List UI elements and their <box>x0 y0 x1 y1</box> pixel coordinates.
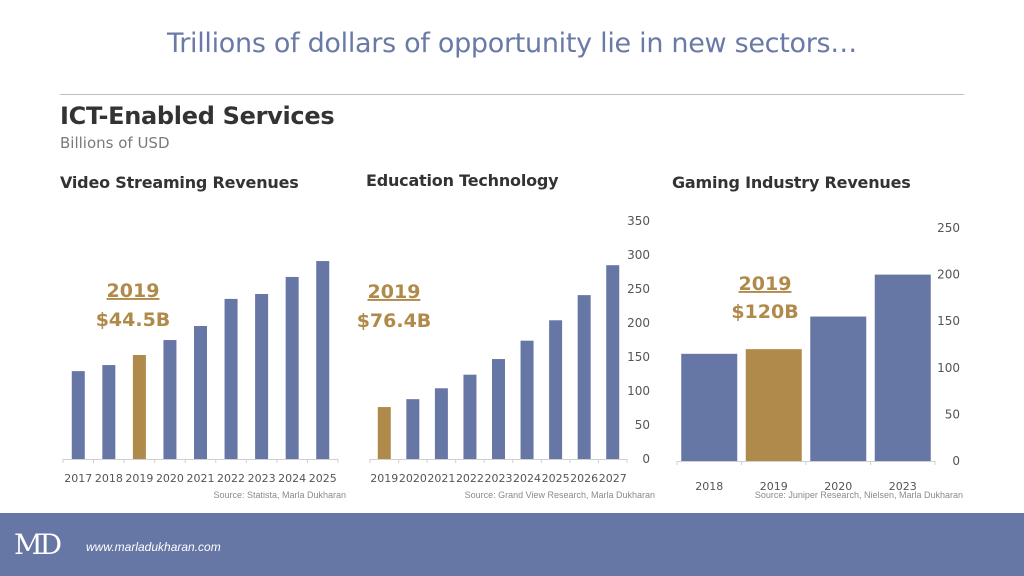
bar-3-2023 <box>874 274 931 461</box>
y-tick-label-50: 50 <box>635 418 650 432</box>
bar-1-2020 <box>163 340 177 459</box>
x-tick-label-2023: 2023 <box>889 480 917 493</box>
y-tick-label-50: 50 <box>945 407 960 421</box>
bar-2-2020 <box>406 399 420 459</box>
bar-1-2023 <box>255 294 269 459</box>
source-note-chart-2: Source: Grand View Research, Marla Dukha… <box>465 490 655 500</box>
chart-title-gaming-industry: Gaming Industry Revenues <box>672 173 911 192</box>
x-tick-label-2020: 2020 <box>399 472 427 485</box>
bar-2-2021 <box>434 388 448 459</box>
annotation-value-chart-2: $76.4B <box>357 310 432 332</box>
x-tick-label-2020: 2020 <box>824 480 852 493</box>
y-tick-label-300: 300 <box>627 248 650 262</box>
x-tick-label-2022: 2022 <box>217 472 245 485</box>
x-tick-label-2018: 2018 <box>95 472 123 485</box>
annotation-year-chart-2: 2019 <box>368 281 421 303</box>
bar-2-2027 <box>606 265 620 459</box>
x-tick-label-2026: 2026 <box>570 472 598 485</box>
title-divider <box>60 94 964 95</box>
bar-2-2023 <box>492 359 505 459</box>
y-tick-label-150: 150 <box>937 314 960 328</box>
annotation-year-chart-1: 2019 <box>107 280 160 302</box>
x-tick-label-2024: 2024 <box>278 472 306 485</box>
bar-1-2025 <box>316 261 330 459</box>
y-tick-label-350: 350 <box>627 214 650 228</box>
y-tick-label-100: 100 <box>937 361 960 375</box>
x-tick-label-2019: 2019 <box>760 480 788 493</box>
bar-1-2018 <box>102 365 116 459</box>
x-tick-label-2023: 2023 <box>485 472 513 485</box>
x-tick-label-2027: 2027 <box>599 472 627 485</box>
bar-2-2019 <box>377 407 391 459</box>
x-tick-label-2025: 2025 <box>542 472 570 485</box>
bar-1-2024 <box>285 276 299 459</box>
x-tick-label-2020: 2020 <box>156 472 184 485</box>
x-tick-label-2025: 2025 <box>309 472 337 485</box>
bar-1-2021 <box>194 326 207 459</box>
footer-bar <box>0 513 1024 576</box>
x-tick-label-2024: 2024 <box>513 472 541 485</box>
bar-2-2024 <box>520 340 534 459</box>
bar-1-2019 <box>132 355 146 459</box>
y-tick-label-150: 150 <box>627 350 650 364</box>
bar-2-2022 <box>463 374 477 459</box>
section-title: ICT-Enabled Services <box>60 102 335 130</box>
y-tick-label-0: 0 <box>642 452 650 466</box>
bar-2-2026 <box>577 295 591 459</box>
bar-1-2017 <box>71 371 85 459</box>
md-logo: MD <box>14 528 62 561</box>
x-tick-label-2018: 2018 <box>695 480 723 493</box>
y-tick-label-0: 0 <box>952 454 960 468</box>
y-tick-label-250: 250 <box>627 282 650 296</box>
x-tick-label-2021: 2021 <box>427 472 455 485</box>
x-tick-label-2017: 2017 <box>64 472 92 485</box>
x-tick-label-2022: 2022 <box>456 472 484 485</box>
website-link[interactable]: www.marladukharan.com <box>86 540 221 554</box>
y-tick-label-200: 200 <box>627 316 650 330</box>
bar-3-2018 <box>681 353 738 461</box>
slide-title: Trillions of dollars of opportunity lie … <box>166 28 858 59</box>
bar-3-2020 <box>810 316 867 461</box>
y-tick-label-250: 250 <box>937 221 960 235</box>
source-note-chart-3: Source: Juniper Research, Nielsen, Marla… <box>755 490 963 500</box>
x-tick-label-2021: 2021 <box>187 472 215 485</box>
source-note-chart-1: Source: Statista, Marla Dukharan <box>213 490 346 500</box>
annotation-year-chart-3: 2019 <box>739 273 792 295</box>
x-tick-label-2023: 2023 <box>248 472 276 485</box>
annotation-value-chart-3: $120B <box>731 301 798 323</box>
bar-1-2022 <box>224 298 238 459</box>
chart-title-education-technology: Education Technology <box>366 171 559 190</box>
y-tick-label-100: 100 <box>627 384 650 398</box>
section-subtitle: Billions of USD <box>60 134 170 152</box>
bar-2-2025 <box>549 320 563 459</box>
annotation-value-chart-1: $44.5B <box>96 309 171 331</box>
x-tick-label-2019: 2019 <box>370 472 398 485</box>
y-tick-label-200: 200 <box>937 268 960 282</box>
bar-3-2019 <box>745 349 802 461</box>
chart-title-video-streaming: Video Streaming Revenues <box>60 173 299 192</box>
x-tick-label-2019: 2019 <box>125 472 153 485</box>
charts-canvas: 2017 2018 2019 2020 2021 2022 2023 2024 20252019… <box>62 214 963 500</box>
